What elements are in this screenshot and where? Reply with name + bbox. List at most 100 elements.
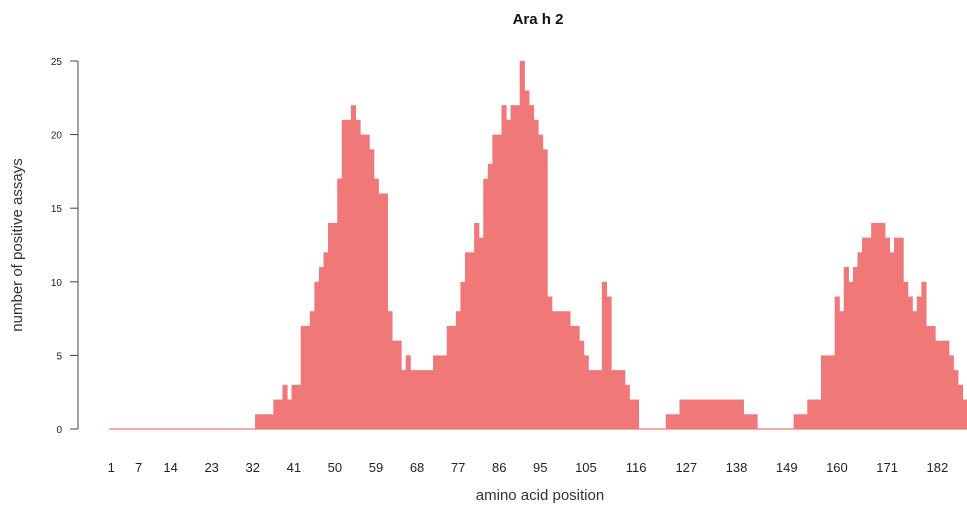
bar xyxy=(378,193,384,429)
bar xyxy=(355,119,361,429)
bar xyxy=(373,178,379,429)
bar xyxy=(533,119,539,429)
y-tick-label: 15 xyxy=(51,204,63,215)
bar xyxy=(807,399,813,429)
bar xyxy=(816,399,822,429)
bar xyxy=(715,399,722,429)
bar xyxy=(560,311,566,429)
bar xyxy=(702,399,708,429)
bar xyxy=(798,414,804,429)
bar xyxy=(528,105,535,429)
bar xyxy=(834,296,840,429)
bar xyxy=(451,325,457,429)
bar xyxy=(410,370,416,429)
bar xyxy=(323,252,329,429)
x-tick-label: 127 xyxy=(675,460,697,475)
bar xyxy=(437,355,443,429)
bar xyxy=(369,149,375,429)
bar xyxy=(569,325,576,429)
x-tick-label: 23 xyxy=(204,460,218,475)
bar xyxy=(556,311,562,429)
x-tick-label: 14 xyxy=(163,460,177,475)
x-tick-label: 160 xyxy=(826,460,848,475)
chart-title: Ara h 2 xyxy=(513,11,564,28)
bar xyxy=(893,237,900,429)
bar xyxy=(738,399,744,429)
bar xyxy=(825,355,831,429)
bar xyxy=(579,340,585,429)
y-axis-label: number of positive assays xyxy=(9,158,26,331)
x-tick-label: 149 xyxy=(776,460,798,475)
bar xyxy=(711,399,717,429)
x-tick-label: 182 xyxy=(926,460,948,475)
bar xyxy=(898,237,904,429)
bar xyxy=(501,105,507,429)
bar xyxy=(871,222,877,429)
bar xyxy=(337,178,343,429)
bar xyxy=(455,311,462,429)
bar xyxy=(848,281,854,429)
x-tick-label: 59 xyxy=(369,460,383,475)
bar xyxy=(264,414,270,429)
bar xyxy=(487,164,493,430)
x-tick-label: 171 xyxy=(876,460,898,475)
x-tick-label: 138 xyxy=(726,460,748,475)
bar xyxy=(843,267,849,429)
bar xyxy=(953,370,959,429)
bar xyxy=(670,414,676,429)
x-tick-label: 86 xyxy=(492,460,506,475)
bar xyxy=(314,281,320,429)
bar xyxy=(862,237,868,429)
bar xyxy=(939,340,945,429)
bar xyxy=(857,252,863,429)
bar xyxy=(629,399,635,429)
bar xyxy=(674,414,681,429)
bar xyxy=(574,325,580,429)
bar xyxy=(309,311,315,429)
bar xyxy=(734,399,740,429)
bar xyxy=(414,370,420,429)
bar xyxy=(510,105,516,429)
bar xyxy=(305,325,311,429)
bar xyxy=(382,193,388,429)
bar xyxy=(720,399,726,429)
bar xyxy=(693,399,699,429)
bar xyxy=(255,414,261,429)
bar xyxy=(419,370,425,429)
bar xyxy=(346,119,352,429)
bar xyxy=(364,134,370,429)
x-tick-label: 105 xyxy=(575,460,597,475)
x-tick-label: 50 xyxy=(328,460,342,475)
bar xyxy=(615,370,621,429)
bar xyxy=(277,399,284,429)
bar xyxy=(948,355,954,429)
bar xyxy=(729,399,735,429)
y-tick-label: 20 xyxy=(51,131,63,142)
bar xyxy=(962,399,967,429)
bar xyxy=(296,384,302,429)
bar xyxy=(519,61,525,429)
bar xyxy=(866,237,872,429)
bar xyxy=(601,281,608,429)
bar xyxy=(679,399,685,429)
x-tick-label: 95 xyxy=(533,460,547,475)
bar xyxy=(875,222,881,429)
bar xyxy=(318,267,325,429)
bar xyxy=(606,296,612,429)
x-tick-label: 68 xyxy=(410,460,424,475)
bar xyxy=(506,119,512,429)
y-ticks-group: 0 5 10 15 20 25 xyxy=(51,57,78,436)
bar xyxy=(469,252,475,429)
y-tick-label: 0 xyxy=(56,425,62,436)
bar xyxy=(268,414,274,429)
y-tick-label: 5 xyxy=(56,351,62,362)
bar xyxy=(474,222,480,429)
bar xyxy=(884,237,891,429)
bar xyxy=(300,325,306,429)
bar xyxy=(478,237,484,429)
bar xyxy=(957,384,964,429)
bar xyxy=(697,399,703,429)
bar xyxy=(743,414,749,429)
bar xyxy=(725,399,731,429)
